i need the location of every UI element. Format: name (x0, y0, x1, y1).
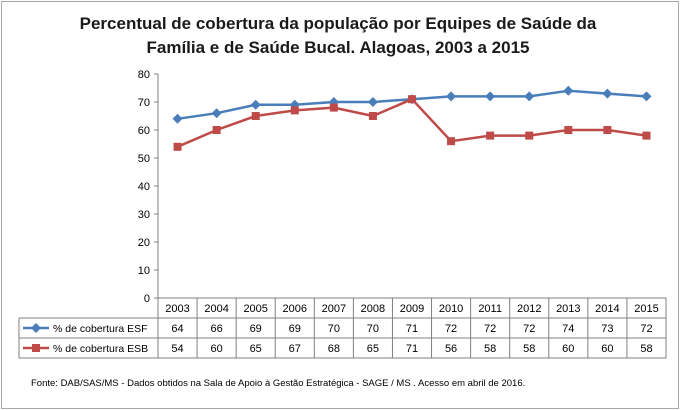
data-point-marker (485, 91, 496, 102)
legend-label: % de cobertura ESF (53, 323, 148, 335)
data-table: 2003 2004 2005 2006 2007 2008 2009 2010 2011 2012… (18, 297, 667, 359)
table-value: 66 (210, 323, 222, 335)
data-point-marker (367, 97, 378, 107)
table-value: 71 (406, 343, 418, 355)
data-point-marker (329, 103, 338, 112)
table-value: 72 (484, 323, 496, 335)
table-value: 60 (210, 343, 222, 355)
data-point-marker (446, 91, 457, 102)
series-layer (172, 85, 652, 151)
legend-marker-key (31, 323, 41, 333)
y-tick-label: 70 (138, 97, 150, 109)
data-point-marker (408, 95, 416, 104)
chart-title-line-2: Família e de Saúde Bucal. Alagoas, 2003 … (146, 38, 529, 57)
data-point-marker (525, 131, 534, 140)
table-value: 72 (523, 323, 535, 335)
table-value: 60 (562, 343, 574, 355)
x-category-label: 2010 (439, 303, 463, 315)
data-point-marker (250, 99, 261, 110)
legend-label: % de cobertura ESB (53, 343, 148, 355)
data-point-marker (290, 106, 299, 115)
x-category-label: 2008 (361, 303, 385, 315)
table-value: 74 (562, 323, 574, 335)
x-category-label: 2011 (478, 303, 502, 315)
y-tick-label: 10 (138, 265, 150, 277)
table-value: 70 (367, 323, 379, 335)
x-category-label: 2006 (283, 303, 307, 315)
data-point-marker (602, 88, 613, 99)
data-point-marker (172, 113, 183, 124)
table-value: 56 (445, 343, 457, 355)
data-point-marker (642, 131, 651, 140)
table-value: 65 (367, 343, 379, 355)
y-tick-label: 40 (138, 181, 150, 193)
y-tick-label: 0 (144, 293, 150, 305)
table-value: 65 (250, 343, 262, 355)
x-category-label: 2004 (204, 303, 228, 315)
x-category-label: 2014 (595, 303, 619, 315)
x-category-label: 2013 (556, 303, 580, 315)
table-value: 58 (523, 343, 535, 355)
table-value: 54 (171, 343, 183, 355)
table-value: 73 (601, 323, 613, 335)
chart-title-line-1: Percentual de cobertura da população por… (80, 14, 597, 33)
data-point-marker (641, 91, 652, 102)
table-value: 69 (250, 323, 262, 335)
legend-marker-key (32, 344, 40, 352)
table-value: 60 (601, 343, 613, 355)
data-point-marker (447, 137, 456, 146)
data-point-marker (368, 112, 377, 120)
source-note: Fonte: DAB/SAS/MS - Dados obtidos na Sal… (31, 378, 525, 389)
data-point-marker (564, 126, 573, 134)
x-category-label: 2009 (400, 303, 424, 315)
data-point-marker (603, 126, 612, 134)
table-value: 72 (445, 323, 457, 335)
table-value: 67 (289, 343, 301, 355)
x-category-label: 2015 (634, 303, 658, 315)
data-point-marker (563, 85, 574, 96)
data-point-marker (211, 108, 222, 119)
y-tick-label: 50 (138, 153, 150, 165)
y-tick-label: 80 (138, 69, 150, 81)
data-point-marker (251, 112, 260, 120)
data-point-marker (486, 131, 495, 140)
table-value: 72 (640, 323, 652, 335)
table-value: 69 (289, 323, 301, 335)
y-tick-label: 30 (138, 209, 150, 221)
table-value: 70 (328, 323, 340, 335)
x-category-label: 2005 (243, 303, 267, 315)
data-point-marker (524, 91, 535, 102)
data-point-marker (173, 142, 182, 151)
table-value: 68 (328, 343, 340, 355)
table-value: 71 (406, 323, 418, 335)
data-point-marker (212, 126, 221, 134)
y-tick-label: 20 (138, 237, 150, 249)
y-axis: 0 10 20 30 40 50 60 70 80 (138, 69, 159, 305)
x-category-label: 2012 (517, 303, 541, 315)
table-value: 58 (640, 343, 652, 355)
x-category-label: 2003 (165, 303, 189, 315)
table-value: 64 (171, 323, 183, 335)
y-tick-label: 60 (138, 125, 150, 137)
x-category-label: 2007 (322, 303, 346, 315)
table-value: 58 (484, 343, 496, 355)
